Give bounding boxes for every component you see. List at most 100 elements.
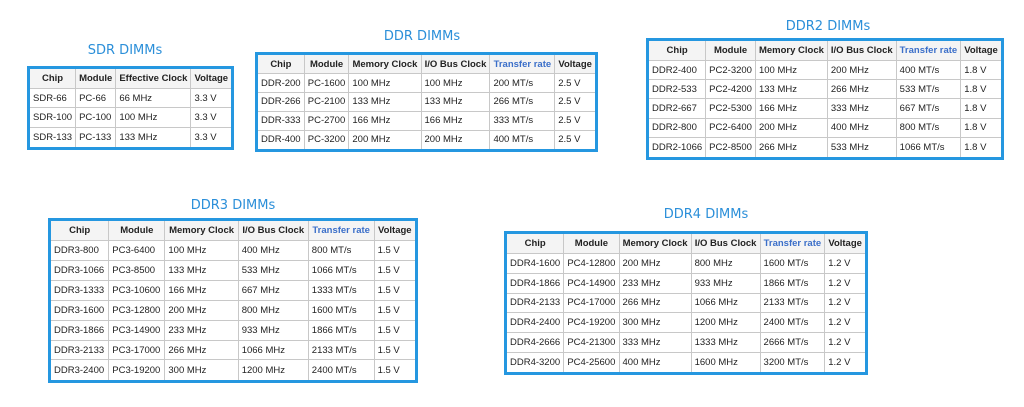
header-cell: Chip [48, 218, 110, 242]
cell: 400 MT/s [895, 59, 962, 81]
cell: 200 MHz [348, 129, 422, 152]
cell: 266 MHz [826, 79, 897, 100]
cell: PC3-6400 [108, 240, 166, 262]
cell: PC2-5300 [705, 98, 756, 119]
cell: 2400 MT/s [759, 312, 826, 333]
cell: 1.2 V [824, 272, 867, 294]
cell: PC3-19200 [108, 359, 166, 382]
cell: 533 MT/s [895, 79, 962, 100]
header-row: Chip Module Memory Clock I/O Bus Clock Trans… [256, 52, 597, 75]
header-cell: Transfer rate [759, 231, 826, 255]
header-row: Chip Module Effective Clock Voltage [27, 66, 234, 90]
header-cell: Memory Clock [754, 39, 828, 61]
cell: DDR4-1866 [504, 272, 565, 294]
cell: PC3-12800 [108, 299, 166, 321]
header-cell: I/O Bus Clock [420, 52, 491, 75]
cell: PC3-17000 [108, 339, 166, 361]
cell: DDR3-1333 [48, 280, 110, 301]
cell: DDR3-800 [48, 240, 110, 262]
data-row: DDR3-800 PC3-6400 100 MHz 400 MHz 800 MT/s 1.… [48, 240, 418, 262]
cell: 400 MHz [237, 240, 309, 262]
cell: 3.3 V [190, 88, 234, 109]
cell: DDR3-2133 [48, 339, 110, 361]
cell: 1.2 V [824, 332, 867, 353]
cell: 1.8 V [960, 98, 1003, 119]
cell: 2.5 V [554, 73, 597, 94]
cell: 1333 MT/s [307, 280, 375, 301]
cell: 1866 MT/s [759, 272, 826, 294]
cell: DDR-333 [256, 110, 305, 131]
cell: 133 MHz [348, 92, 422, 112]
header-cell: Voltage [190, 66, 234, 90]
header-cell: I/O Bus Clock [826, 39, 897, 61]
cell: 2.5 V [554, 92, 597, 112]
spec-table: Chip Module Effective Clock Voltage SDR-66 PC… [27, 66, 235, 150]
cell: 1066 MT/s [895, 137, 962, 159]
cell: 266 MHz [618, 292, 692, 314]
cell: 200 MT/s [489, 73, 556, 94]
header-cell: Transfer rate [489, 52, 556, 75]
cell: 200 MHz [826, 59, 897, 81]
cell: 200 MHz [420, 129, 491, 152]
cell: DDR2-533 [646, 79, 707, 100]
cell: 333 MHz [618, 332, 692, 353]
cell: 1.5 V [373, 299, 418, 321]
cell: 300 MHz [164, 359, 239, 382]
cell: 1866 MT/s [307, 319, 375, 341]
header-row: Chip Module Memory Clock I/O Bus Clock Trans… [504, 231, 867, 255]
spec-table: Chip Module Memory Clock I/O Bus Clock Trans… [255, 52, 598, 152]
cell: PC-2100 [303, 92, 350, 112]
cell: 1066 MT/s [307, 260, 375, 282]
cell: DDR-400 [256, 129, 305, 152]
data-row: DDR-333 PC-2700 166 MHz 166 MHz 333 MT/s 2.5 … [256, 110, 597, 131]
cell: PC4-25600 [563, 351, 620, 375]
cell: 1.2 V [824, 351, 867, 375]
cell: 133 MHz [420, 92, 491, 112]
header-cell: Transfer rate [307, 218, 375, 242]
cell: 1.8 V [960, 79, 1003, 100]
cell: DDR2-667 [646, 98, 707, 119]
cell: 533 MHz [826, 137, 897, 159]
data-row: DDR2-667 PC2-5300 166 MHz 333 MHz 667 MT/s 1.… [646, 98, 1003, 119]
cell: 1.5 V [373, 319, 418, 341]
data-row: DDR-266 PC-2100 133 MHz 133 MHz 266 MT/s 2.5 … [256, 92, 597, 112]
data-row: DDR2-533 PC2-4200 133 MHz 266 MHz 533 MT/s 1.… [646, 79, 1003, 100]
header-cell: Module [705, 39, 756, 61]
cell: 1600 MT/s [759, 253, 826, 274]
data-row: DDR4-3200 PC4-25600 400 MHz 1600 MHz 3200 MT… [504, 351, 867, 375]
data-row: DDR4-1600 PC4-12800 200 MHz 800 MHz 1600 MT/… [504, 253, 867, 274]
cell: PC2-4200 [705, 79, 756, 100]
cell: 2400 MT/s [307, 359, 375, 382]
data-row: DDR-200 PC-1600 100 MHz 100 MHz 200 MT/s 2.5 … [256, 73, 597, 94]
cell: 100 MHz [164, 240, 239, 262]
cell: 1.2 V [824, 292, 867, 314]
cell: 1600 MT/s [307, 299, 375, 321]
spec-table: Chip Module Memory Clock I/O Bus Clock Trans… [504, 231, 868, 375]
cell: 1200 MHz [690, 312, 761, 333]
table-title: SDR DIMMs [87, 43, 163, 58]
cell: 800 MHz [690, 253, 761, 274]
cell: PC3-10600 [108, 280, 166, 301]
cell: 1.8 V [960, 117, 1003, 139]
header-cell: Module [75, 66, 117, 90]
header-row: Chip Module Memory Clock I/O Bus Clock Trans… [48, 218, 418, 242]
cell: 400 MHz [826, 117, 897, 139]
cell: 133 MHz [115, 126, 192, 150]
header-cell: Memory Clock [618, 231, 692, 255]
data-row: DDR4-1866 PC4-14900 233 MHz 933 MHz 1866 MT/… [504, 272, 867, 294]
cell: PC4-12800 [563, 253, 620, 274]
cell: DDR-200 [256, 73, 305, 94]
cell: 166 MHz [164, 280, 239, 301]
data-row: DDR3-1866 PC3-14900 233 MHz 933 MHz 1866 MT/… [48, 319, 418, 341]
cell: PC4-14900 [563, 272, 620, 294]
cell: PC4-17000 [563, 292, 620, 314]
cell: 133 MHz [754, 79, 828, 100]
cell: 300 MHz [618, 312, 692, 333]
cell: 100 MHz [754, 59, 828, 81]
cell: DDR4-3200 [504, 351, 565, 375]
cell: 1.5 V [373, 240, 418, 262]
header-cell: I/O Bus Clock [237, 218, 309, 242]
cell: 1333 MHz [690, 332, 761, 353]
data-row: DDR3-1333 PC3-10600 166 MHz 667 MHz 1333 MT/… [48, 280, 418, 301]
